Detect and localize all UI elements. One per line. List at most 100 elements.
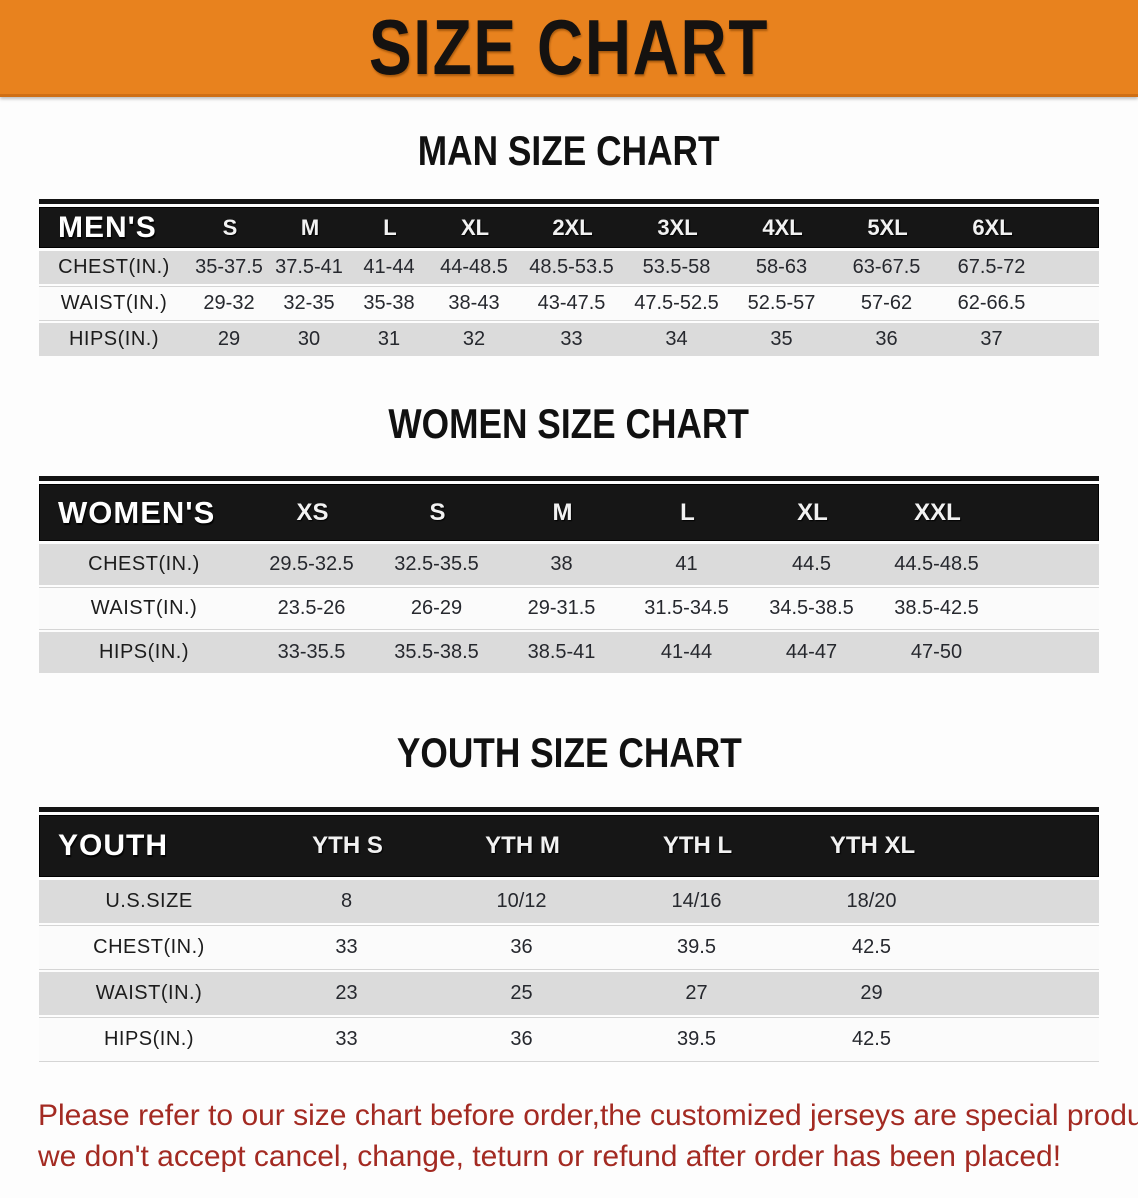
youth-chest-label: CHEST(IN.) [93,936,205,958]
women-col-xl: XL [797,498,828,526]
women-chest-xs: 29.5-32.5 [269,553,354,575]
men-waist-m: 32-35 [283,292,335,314]
youth-ussize-s: 8 [340,890,353,912]
men-hips-s: 29 [217,328,241,350]
women-waist-l: 31.5-34.5 [644,597,729,619]
men-hips-l: 31 [377,328,401,350]
men-waist-4xl: 52.5-57 [747,292,816,314]
women-hips-m: 38.5-41 [527,641,596,663]
women-hips-label: HIPS(IN.) [98,641,190,663]
disclaimer: Please refer to our size chart before or… [38,1095,1138,1178]
youth-hips-l: 39.5 [677,1028,716,1050]
youth-chest-s: 33 [335,936,358,958]
youth-waist-row: WAIST(IN.) 23 25 27 29 [39,972,1099,1015]
men-waist-5xl: 57-62 [860,292,913,314]
men-chest-6xl: 67.5-72 [957,256,1026,278]
women-table-header-row: WOMEN'S XS S M L XL XXL [39,484,1099,541]
men-chest-m: 37.5-41 [275,256,343,278]
men-col-m: M [300,214,320,240]
men-chest-s: 35-37.5 [195,256,263,278]
men-col-s: S [222,214,238,240]
women-waist-xl: 34.5-38.5 [769,597,854,619]
youth-hips-row: HIPS(IN.) 33 36 39.5 42.5 [39,1018,1099,1061]
men-hips-xl: 32 [462,328,486,350]
men-hips-m: 30 [297,328,321,350]
men-hips-6xl: 37 [980,328,1003,350]
women-chest-xxl: 44.5-48.5 [894,553,979,575]
men-col-l: L [383,214,397,240]
women-hips-xs: 33-35.5 [277,641,346,663]
men-waist-label: WAIST(IN.) [60,292,168,314]
youth-waist-l: 27 [685,982,708,1004]
men-col-2xl: 2XL [552,214,593,240]
youth-hips-m: 36 [510,1028,533,1050]
youth-chest-xl: 42.5 [852,936,891,958]
men-chest-5xl: 63-67.5 [852,256,921,278]
youth-size-table: YOUTH YTH S YTH M YTH L YTH XL U.S.SIZE … [39,807,1099,1061]
youth-ussize-row: U.S.SIZE 8 10/12 14/16 18/20 [39,880,1099,923]
men-waist-l: 35-38 [363,292,415,314]
women-col-xs: XS [296,498,329,526]
youth-waist-s: 23 [335,982,358,1004]
women-hips-xxl: 47-50 [910,641,963,663]
disclaimer-line-1: Please refer to our size chart before or… [38,1099,1138,1132]
men-chest-2xl: 48.5-53.5 [529,256,614,278]
men-hips-3xl: 34 [665,328,688,350]
men-col-4xl: 4XL [762,214,803,240]
men-col-5xl: 5XL [867,214,908,240]
women-chest-xl: 44.5 [792,553,831,575]
men-hips-2xl: 33 [560,328,583,350]
youth-section-heading: YOUTH SIZE CHART [396,729,742,776]
women-waist-s: 26-29 [410,597,463,619]
men-waist-3xl: 47.5-52.5 [634,292,719,314]
banner-title: SIZE CHART [368,2,770,91]
youth-waist-xl: 29 [860,982,883,1004]
men-col-3xl: 3XL [657,214,698,240]
youth-waist-label: WAIST(IN.) [95,982,203,1004]
women-waist-label: WAIST(IN.) [90,597,198,619]
men-chest-xl: 44-48.5 [440,256,508,278]
women-table-group-label: WOMEN'S [58,494,216,530]
disclaimer-line-2: we don't accept cancel, change, teturn o… [38,1140,1062,1174]
men-waist-row: WAIST(IN.) 29-32 32-35 35-38 38-43 43-47… [39,287,1099,320]
men-chest-label: CHEST(IN.) [58,256,170,278]
women-waist-row: WAIST(IN.) 23.5-26 26-29 29-31.5 31.5-34… [39,588,1099,629]
women-hips-s: 35.5-38.5 [394,641,479,663]
women-waist-xs: 23.5-26 [277,597,346,619]
men-chest-3xl: 53.5-58 [642,256,711,278]
men-waist-6xl: 62-66.5 [957,292,1026,314]
men-col-6xl: 6XL [972,214,1013,240]
women-col-s: S [429,498,446,526]
youth-table-header-row: YOUTH YTH S YTH M YTH L YTH XL [39,815,1099,877]
men-waist-s: 29-32 [203,292,255,314]
banner: SIZE CHART [0,0,1138,97]
youth-hips-xl: 42.5 [852,1028,891,1050]
men-hips-row: HIPS(IN.) 29 30 31 32 33 34 35 36 37 [39,323,1099,356]
men-waist-2xl: 43-47.5 [537,292,606,314]
youth-col-m: YTH M [485,832,560,859]
youth-waist-m: 25 [510,982,533,1004]
men-chest-4xl: 58-63 [755,256,808,278]
women-waist-m: 29-31.5 [527,597,596,619]
women-col-l: L [680,498,695,526]
men-chest-row: CHEST(IN.) 35-37.5 37.5-41 41-44 44-48.5… [39,251,1099,284]
men-chest-l: 41-44 [363,256,415,278]
women-chest-s: 32.5-35.5 [394,553,479,575]
youth-col-xl: YTH XL [829,832,916,859]
men-section-heading: MAN SIZE CHART [418,127,720,174]
youth-ussize-m: 10/12 [496,890,547,912]
men-hips-4xl: 35 [770,328,793,350]
youth-hips-label: HIPS(IN.) [103,1028,195,1050]
women-section-heading: WOMEN SIZE CHART [388,400,750,447]
men-table-header-row: MEN'S S M L XL 2XL 3XL 4XL 5XL 6XL [39,207,1099,248]
women-hips-l: 41-44 [660,641,713,663]
women-size-table: WOMEN'S XS S M L XL XXL CHEST(IN.) 29.5-… [39,476,1099,673]
youth-col-l: YTH L [662,832,733,859]
women-hips-xl: 44-47 [785,641,838,663]
women-waist-xxl: 38.5-42.5 [894,597,979,619]
youth-chest-l: 39.5 [677,936,716,958]
youth-ussize-label: U.S.SIZE [105,890,193,912]
women-hips-row: HIPS(IN.) 33-35.5 35.5-38.5 38.5-41 41-4… [39,632,1099,673]
youth-col-s: YTH S [312,832,383,859]
